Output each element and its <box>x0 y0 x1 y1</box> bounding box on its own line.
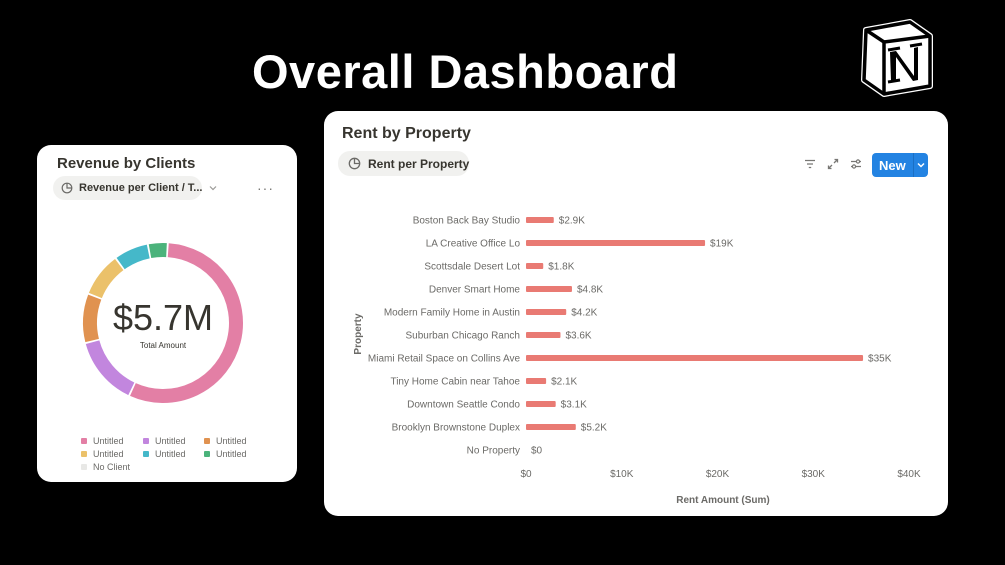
expand-icon[interactable] <box>826 157 840 171</box>
category-label: Suburban Chicago Ranch <box>405 331 520 342</box>
chart-pie-icon <box>61 182 73 194</box>
legend-label: Untitled <box>155 436 186 446</box>
donut-segment[interactable] <box>85 340 135 396</box>
legend-item: Untitled <box>143 436 186 446</box>
legend-swatch <box>81 451 87 457</box>
data-label: $35K <box>868 354 892 365</box>
donut-segment[interactable] <box>130 243 243 403</box>
legend-item: Untitled <box>81 436 124 446</box>
category-label: Denver Smart Home <box>429 285 521 296</box>
new-button[interactable]: New <box>872 153 928 177</box>
legend-label: No Client <box>93 462 131 472</box>
bar[interactable] <box>526 401 556 407</box>
category-label: Miami Retail Space on Collins Ave <box>368 354 521 365</box>
bar[interactable] <box>526 286 572 292</box>
legend-label: Untitled <box>155 449 186 459</box>
revenue-card-title: Revenue by Clients <box>57 155 196 172</box>
page-title: Overall Dashboard <box>252 45 679 98</box>
legend-swatch <box>204 451 210 457</box>
new-button-divider <box>913 153 914 177</box>
rent-by-property-card: Rent by Property Rent per Property New B… <box>324 111 948 516</box>
legend-item: Untitled <box>81 449 124 459</box>
data-label: $4.8K <box>577 285 603 296</box>
chevron-down-icon <box>210 186 217 191</box>
donut-segment[interactable] <box>116 244 150 270</box>
total-amount-value: $5.7M <box>112 297 214 338</box>
x-tick-label: $40K <box>897 469 921 480</box>
data-label: $19K <box>710 239 734 250</box>
x-tick-label: $30K <box>802 469 826 480</box>
bar[interactable] <box>526 263 544 269</box>
revenue-donut-chart <box>83 243 243 403</box>
category-label: Downtown Seattle Condo <box>407 400 520 411</box>
legend-label: Untitled <box>93 436 124 446</box>
data-label: $5.2K <box>581 423 607 434</box>
x-tick-label: $10K <box>610 469 634 480</box>
bar[interactable] <box>526 309 567 315</box>
bar[interactable] <box>526 217 554 223</box>
category-label: Scottsdale Desert Lot <box>424 262 520 273</box>
new-dropdown-toggle[interactable] <box>914 160 928 170</box>
total-amount-label: Total Amount <box>139 341 187 350</box>
rent-bar-chart: Boston Back Bay Studio $2.9K LA Creative O… <box>353 216 921 507</box>
data-label: $2.1K <box>551 377 577 388</box>
rent-view-chip[interactable]: Rent per Property <box>338 151 469 176</box>
x-tick-label: $0 <box>520 469 532 480</box>
category-label: LA Creative Office Lo <box>426 239 521 250</box>
y-axis-label: Property <box>353 313 364 355</box>
settings-sliders-icon[interactable] <box>849 157 863 171</box>
donut-segment[interactable] <box>148 243 167 259</box>
category-label: Brooklyn Brownstone Duplex <box>392 423 520 434</box>
bar[interactable] <box>526 240 706 246</box>
new-button-label: New <box>879 157 906 173</box>
legend-swatch <box>143 451 149 457</box>
category-label: Modern Family Home in Austin <box>384 308 520 319</box>
data-label: $0 <box>531 446 543 457</box>
legend-item: No Client <box>81 462 130 472</box>
legend-swatch <box>143 438 149 444</box>
bar[interactable] <box>526 424 576 430</box>
category-label: No Property <box>467 446 520 457</box>
rent-card-title: Rent by Property <box>342 125 471 142</box>
legend-label: Untitled <box>93 449 124 459</box>
data-label: $2.9K <box>559 216 585 227</box>
revenue-view-chip[interactable]: Revenue per Client / T... <box>53 176 217 200</box>
bar[interactable] <box>526 355 864 361</box>
category-label: Boston Back Bay Studio <box>413 216 521 227</box>
revenue-by-clients-card: Revenue by Clients Revenue per Client / … <box>37 145 297 482</box>
bar[interactable] <box>526 378 547 384</box>
legend-swatch <box>81 464 87 470</box>
legend-item: Untitled <box>204 436 247 446</box>
revenue-view-chip-label: Revenue per Client / T... <box>79 182 203 194</box>
filter-icon[interactable] <box>803 157 817 171</box>
legend-item: Untitled <box>204 449 247 459</box>
x-tick-label: $20K <box>706 469 730 480</box>
chevron-down-icon <box>917 162 925 168</box>
donut-segment[interactable] <box>88 258 124 299</box>
rent-view-chip-label: Rent per Property <box>368 156 470 171</box>
bar[interactable] <box>526 332 561 338</box>
more-options-icon[interactable]: ··· <box>257 180 274 196</box>
legend-swatch <box>204 438 210 444</box>
legend-label: Untitled <box>216 449 247 459</box>
chart-pie-icon <box>348 157 361 170</box>
data-label: $1.8K <box>548 262 574 273</box>
x-axis-label: Rent Amount (Sum) <box>676 495 770 506</box>
donut-segment[interactable] <box>83 294 102 343</box>
data-label: $3.1K <box>561 400 587 411</box>
data-label: $4.2K <box>571 308 597 319</box>
notion-logo <box>861 19 933 97</box>
legend-swatch <box>81 438 87 444</box>
legend-label: Untitled <box>216 436 247 446</box>
data-label: $3.6K <box>565 331 591 342</box>
legend-item: Untitled <box>143 449 186 459</box>
category-label: Tiny Home Cabin near Tahoe <box>390 377 520 388</box>
